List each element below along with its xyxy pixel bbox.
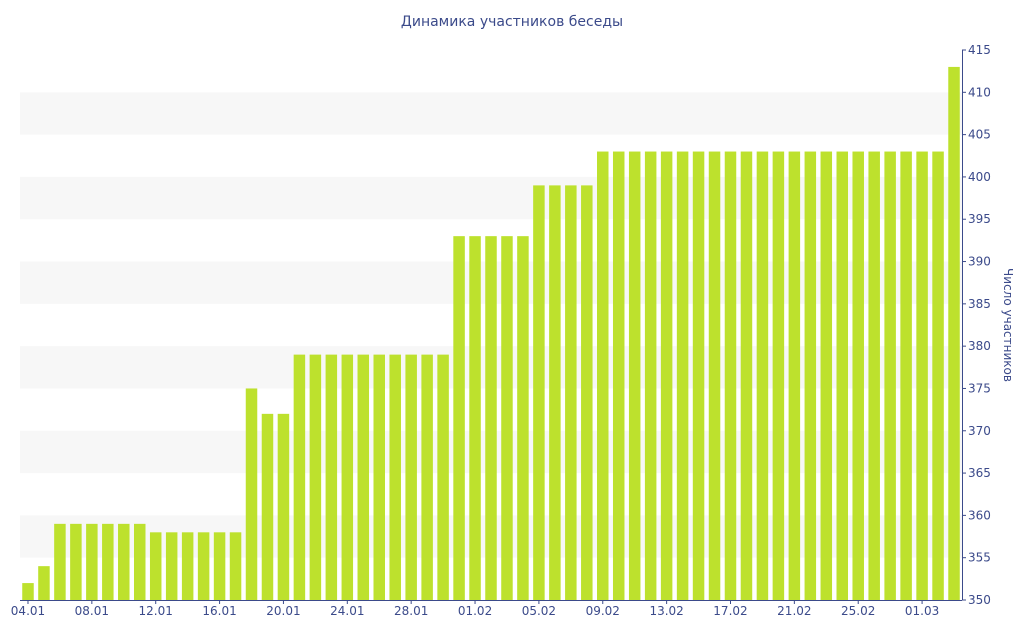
bar-27.02[interactable] (884, 151, 896, 601)
bar-11.01[interactable] (134, 523, 146, 600)
x-tick-label: 21.02 (777, 604, 811, 618)
bar-30.01[interactable] (437, 354, 449, 600)
bar-12.02[interactable] (644, 151, 657, 601)
bar-15.01[interactable] (197, 532, 210, 600)
bar-27.01[interactable] (389, 354, 401, 600)
y-tick-label: 415 (968, 43, 991, 57)
y-tick-label: 410 (968, 85, 991, 99)
bar-10.02[interactable] (612, 151, 625, 601)
bar-06.01[interactable] (54, 523, 66, 600)
bar-21.02[interactable] (788, 151, 801, 601)
bar-03.02[interactable] (501, 236, 513, 600)
x-tick-label: 20.01 (266, 604, 300, 618)
bar-04.01[interactable] (22, 583, 34, 600)
x-tick-label: 09.02 (586, 604, 620, 618)
bar-14.02[interactable] (676, 151, 689, 601)
bar-19.01[interactable] (261, 413, 274, 600)
y-tick-label: 350 (968, 593, 991, 607)
y-tick-label: 355 (968, 551, 991, 565)
bar-03.03[interactable] (948, 66, 960, 601)
bar-16.02[interactable] (708, 151, 721, 601)
x-tick-label: 28.01 (394, 604, 428, 618)
y-axis-ticks: 350 355 360 365 370 375 380 385 390 395 400 405 410 4… (962, 43, 991, 607)
bar-24.01[interactable] (341, 354, 354, 600)
bar-13.01[interactable] (165, 532, 178, 600)
bar-15.02[interactable] (692, 151, 705, 601)
grid-band (20, 92, 962, 135)
y-tick-label: 375 (968, 381, 991, 395)
bar-08.01[interactable] (86, 523, 98, 600)
bar-05.02[interactable] (533, 185, 545, 600)
bar-17.02[interactable] (724, 151, 737, 601)
bar-25.02[interactable] (852, 151, 864, 601)
x-tick-label: 13.02 (649, 604, 683, 618)
bar-09.01[interactable] (102, 523, 114, 600)
x-tick-label: 16.01 (202, 604, 236, 618)
y-tick-label: 370 (968, 424, 991, 438)
y-tick-label: 405 (968, 128, 991, 142)
bar-20.01[interactable] (277, 413, 290, 600)
bar-26.01[interactable] (373, 354, 385, 600)
y-tick-label: 395 (968, 212, 991, 226)
y-tick-label: 365 (968, 466, 991, 480)
x-tick-label: 25.02 (841, 604, 875, 618)
bar-10.01[interactable] (118, 523, 130, 600)
bar-18.02[interactable] (740, 151, 753, 601)
bar-23.01[interactable] (325, 354, 338, 600)
bar-16.01[interactable] (213, 532, 226, 600)
bar-23.02[interactable] (820, 151, 833, 601)
axes (20, 50, 963, 601)
bar-26.02[interactable] (868, 151, 880, 601)
bar-21.01[interactable] (293, 354, 306, 600)
x-tick-label: 24.01 (330, 604, 364, 618)
bar-02.02[interactable] (485, 236, 497, 600)
y-tick-label: 360 (968, 508, 991, 522)
x-tick-label: 08.01 (75, 604, 109, 618)
bar-22.02[interactable] (804, 151, 817, 601)
x-tick-label: 01.02 (458, 604, 492, 618)
x-tick-label: 04.01 (11, 604, 45, 618)
bar-05.01[interactable] (38, 566, 50, 600)
bar-14.01[interactable] (181, 532, 194, 600)
chart-title: Динамика участников беседы (400, 14, 624, 30)
bar-07.01[interactable] (70, 523, 82, 600)
bar-31.01[interactable] (453, 236, 465, 600)
bar-07.02[interactable] (565, 185, 577, 600)
bar-29.01[interactable] (421, 354, 433, 600)
bar-09.02[interactable] (597, 151, 609, 601)
bars (22, 66, 960, 601)
bar-17.01[interactable] (229, 532, 242, 600)
x-tick-label: 12.01 (139, 604, 173, 618)
bar-06.02[interactable] (549, 185, 561, 600)
bar-28.01[interactable] (405, 354, 417, 600)
bar-13.02[interactable] (660, 151, 673, 601)
bar-01.02[interactable] (469, 236, 481, 600)
bar-24.02[interactable] (836, 151, 849, 601)
x-axis-ticks: 04.01 08.01 12.01 16.01 20.01 24.01 28.01 01.02… (11, 600, 939, 618)
bar-04.02[interactable] (517, 236, 529, 600)
bar-12.01[interactable] (149, 532, 162, 600)
y-tick-label: 390 (968, 255, 991, 269)
bar-28.02[interactable] (900, 151, 912, 601)
bar-01.03[interactable] (916, 151, 928, 601)
bar-22.01[interactable] (309, 354, 322, 600)
bar-02.03[interactable] (932, 151, 944, 601)
bar-19.02[interactable] (756, 151, 769, 601)
x-tick-label: 01.03 (905, 604, 939, 618)
bar-08.02[interactable] (581, 185, 593, 600)
y-tick-label: 385 (968, 297, 991, 311)
x-tick-label: 17.02 (713, 604, 747, 618)
y-axis-title: Число участников (1001, 268, 1015, 382)
bar-20.02[interactable] (772, 151, 785, 601)
y-tick-label: 380 (968, 339, 991, 353)
y-tick-label: 400 (968, 170, 991, 184)
bar-18.01[interactable] (245, 388, 258, 600)
bar-11.02[interactable] (628, 151, 641, 601)
bar-25.01[interactable] (357, 354, 370, 600)
x-tick-label: 05.02 (522, 604, 556, 618)
